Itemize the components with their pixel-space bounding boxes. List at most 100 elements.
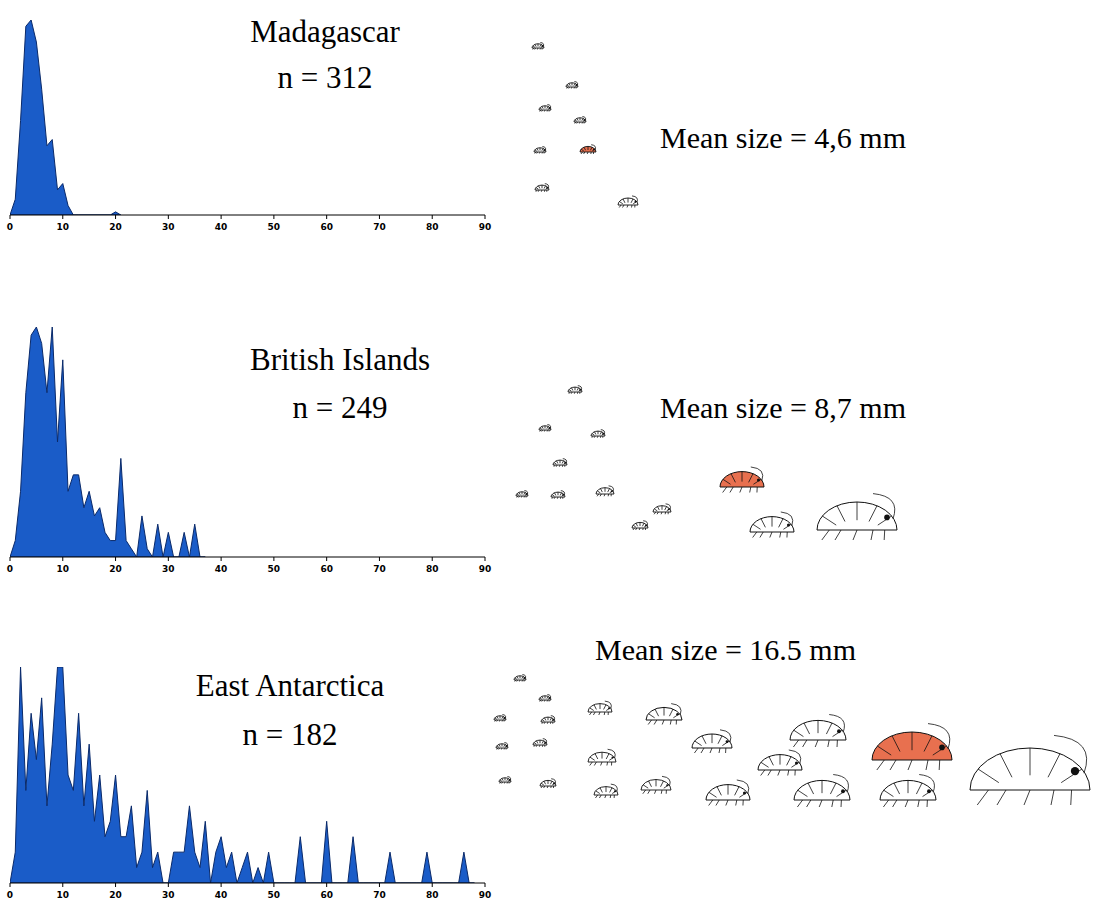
- amphipod-segment: [507, 778, 508, 780]
- amphipod-segment: [535, 150, 537, 151]
- tick-label: 90: [479, 890, 492, 900]
- amphipod-leg: [590, 762, 593, 766]
- amphipod-segment: [572, 83, 573, 86]
- amphipod-segment: [545, 106, 546, 109]
- amphipod-icon: [551, 491, 565, 499]
- amphipod-leg: [539, 152, 541, 154]
- amphipod-leg: [595, 795, 597, 798]
- amphipod-segment: [515, 678, 517, 679]
- amphipod-leg: [579, 392, 580, 394]
- amphipod-body: [535, 185, 549, 190]
- amphipod-leg: [893, 800, 897, 807]
- amphipod-leg: [534, 745, 535, 747]
- amphipod-leg: [604, 494, 606, 496]
- amphipod-leg: [770, 532, 772, 538]
- amphipod-icon: [750, 512, 794, 538]
- amphipod-leg: [541, 190, 543, 192]
- amphipod-segment: [779, 519, 783, 528]
- amphipod-eye: [743, 792, 746, 795]
- tick-mark: [10, 215, 11, 219]
- amphipod-icon: [706, 780, 750, 806]
- amphipod-leg: [908, 760, 912, 770]
- amphipod-leg: [890, 760, 896, 770]
- amphipod-leg: [544, 430, 546, 432]
- amphipod-body: [594, 787, 618, 795]
- amphipod-segment: [569, 83, 570, 85]
- amphipod-leg: [497, 748, 498, 750]
- amphipod-segment: [633, 525, 636, 527]
- amphipod-leg: [501, 748, 503, 750]
- amphipod-eye: [939, 745, 945, 751]
- tick-label: 70: [373, 222, 386, 232]
- amphipod-leg: [642, 528, 643, 530]
- panel: 0102030405060708090British Islandsn = 24…: [7, 327, 906, 574]
- amphipod-leg: [547, 700, 548, 702]
- amphipod-leg: [877, 760, 884, 770]
- amphipod-segment: [552, 783, 555, 785]
- amphipod-eye: [676, 713, 679, 716]
- amphipod-antenna: [643, 521, 647, 526]
- amphipod-leg: [526, 496, 527, 498]
- amphipod-segment: [742, 472, 743, 482]
- amphipod-antenna: [666, 504, 671, 510]
- amphipod-segment: [644, 525, 647, 527]
- amphipod-segment: [539, 186, 540, 189]
- amphipod-antenna: [608, 749, 616, 758]
- amphipod-segment: [623, 199, 625, 203]
- amphipod-segment: [702, 736, 706, 744]
- amphipod-segment: [574, 83, 575, 85]
- amphipod-segment: [537, 148, 538, 150]
- amphipod-leg: [544, 190, 545, 192]
- amphipod-antenna: [632, 196, 637, 202]
- tick-mark: [168, 557, 169, 561]
- amphipod-segment: [924, 736, 932, 752]
- amphipod-eye: [787, 524, 790, 527]
- amphipod-segment: [577, 118, 578, 120]
- tick-label: 70: [373, 564, 386, 574]
- amphipod-leg: [516, 680, 518, 682]
- amphipod-segment: [538, 44, 539, 47]
- amphipod-segment: [1000, 754, 1012, 778]
- amphipod-eye: [645, 524, 647, 526]
- amphipod-eye: [612, 757, 614, 759]
- amphipod-antenna: [547, 425, 550, 429]
- amphipod-segment: [654, 509, 657, 511]
- amphipod-leg: [918, 800, 919, 807]
- amphipod-segment: [640, 522, 641, 526]
- amphipod-body: [539, 696, 551, 700]
- amphipod-segment: [749, 474, 753, 483]
- amphipod-leg: [589, 712, 591, 715]
- tick-label: 10: [57, 222, 70, 232]
- amphipod-segment: [833, 730, 843, 736]
- amphipod-segment: [524, 492, 525, 494]
- amphipod-segment: [908, 780, 909, 793]
- amphipod-segment: [794, 730, 804, 736]
- amphipod-leg: [593, 152, 594, 154]
- tick-mark: [485, 215, 486, 219]
- amphipod-segment: [894, 783, 900, 794]
- amphipod-leg: [648, 790, 650, 794]
- amphipod-body: [618, 198, 638, 205]
- tick-label: 0: [7, 564, 13, 574]
- amphipod-segment: [502, 778, 503, 780]
- amphipod-eye: [841, 789, 845, 793]
- histogram-area: [10, 667, 474, 883]
- tick-mark: [326, 215, 327, 219]
- amphipod-body: [539, 426, 551, 430]
- amphipod-segment: [923, 790, 933, 796]
- amphipod-eye: [884, 515, 890, 521]
- amphipod-icon: [880, 775, 936, 807]
- amphipod-segment: [597, 491, 600, 493]
- amphipod-segment: [580, 118, 581, 121]
- amphipod-icon: [588, 701, 612, 715]
- amphipod-segment: [649, 781, 652, 787]
- amphipod-leg: [562, 465, 563, 467]
- amphipod-segment: [500, 716, 501, 719]
- amphipod-leg: [639, 528, 641, 530]
- amphipod-body: [516, 492, 528, 496]
- amphipod-leg: [608, 712, 609, 715]
- amphipod-icon: [514, 675, 526, 682]
- amphipod-segment: [523, 678, 525, 679]
- amphipod-segment: [548, 780, 549, 784]
- amphipod-icon: [594, 784, 618, 798]
